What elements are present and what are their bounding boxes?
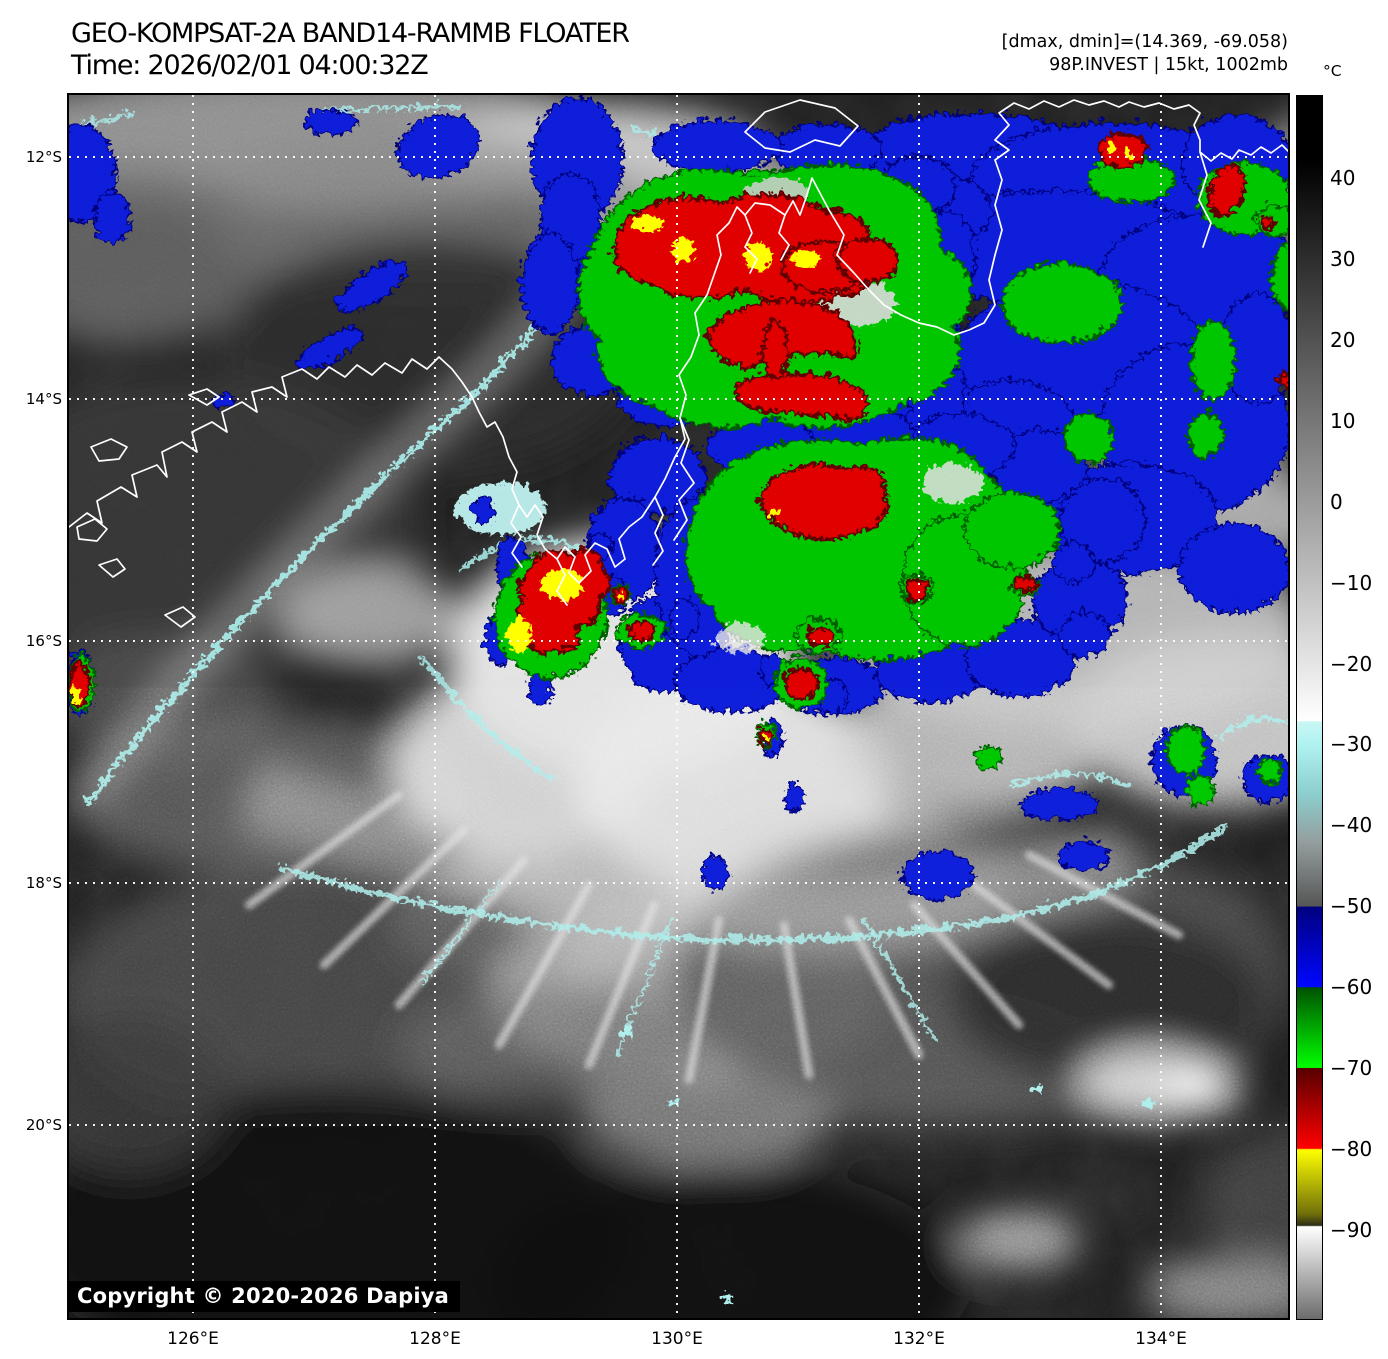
colorbar-tick: −50 — [1330, 894, 1373, 918]
colorbar-tick: 20 — [1330, 328, 1356, 352]
colorbar-tick: 30 — [1330, 247, 1356, 271]
lon-label-126e: 126°E — [167, 1329, 219, 1349]
lon-label-130e: 130°E — [651, 1329, 703, 1349]
coastlines — [69, 99, 1288, 628]
satellite-map-frame — [67, 93, 1290, 1320]
header-title-block: GEO-KOMPSAT-2A BAND14-RAMMB FLOATER Time… — [71, 18, 630, 82]
storm-info-readout: 98P.INVEST | 15kt, 1002mb — [1049, 55, 1288, 75]
temperature-colorbar — [1296, 95, 1323, 1320]
colorbar-tick: −60 — [1330, 975, 1373, 999]
satellite-image — [69, 95, 1288, 1318]
colorbar-tick: 0 — [1330, 490, 1343, 514]
colorbar-tick: −90 — [1330, 1218, 1373, 1242]
lon-label-128e: 128°E — [409, 1329, 461, 1349]
gridlines — [69, 95, 1288, 1318]
lon-label-132e: 132°E — [893, 1329, 945, 1349]
lat-label-14s: 14°S — [25, 390, 62, 408]
page-title: GEO-KOMPSAT-2A BAND14-RAMMB FLOATER — [71, 18, 630, 49]
colorbar-tick: −20 — [1330, 652, 1373, 676]
colorbar-tick: −80 — [1330, 1137, 1373, 1161]
lat-label-12s: 12°S — [25, 148, 62, 166]
colorbar-tick: −70 — [1330, 1056, 1373, 1080]
dmax-dmin-readout: [dmax, dmin]=(14.369, -69.058) — [1001, 32, 1288, 52]
colorbar-tick: −30 — [1330, 732, 1373, 756]
lat-label-20s: 20°S — [25, 1116, 62, 1134]
header-right-block: [dmax, dmin]=(14.369, -69.058) 98P.INVES… — [1002, 31, 1288, 77]
lat-label-18s: 18°S — [25, 874, 62, 892]
colorbar-unit-label: °C — [1323, 62, 1342, 80]
lat-label-16s: 16°S — [25, 632, 62, 650]
lon-label-134e: 134°E — [1135, 1329, 1187, 1349]
image-timestamp: Time: 2026/02/01 04:00:32Z — [71, 50, 429, 81]
colorbar-tick: −10 — [1330, 571, 1373, 595]
colorbar-tick: −40 — [1330, 813, 1373, 837]
copyright-badge: Copyright © 2020-2026 Dapiya — [69, 1281, 460, 1312]
colorbar-tick: 10 — [1330, 409, 1356, 433]
colorbar-tick: 40 — [1330, 166, 1356, 190]
